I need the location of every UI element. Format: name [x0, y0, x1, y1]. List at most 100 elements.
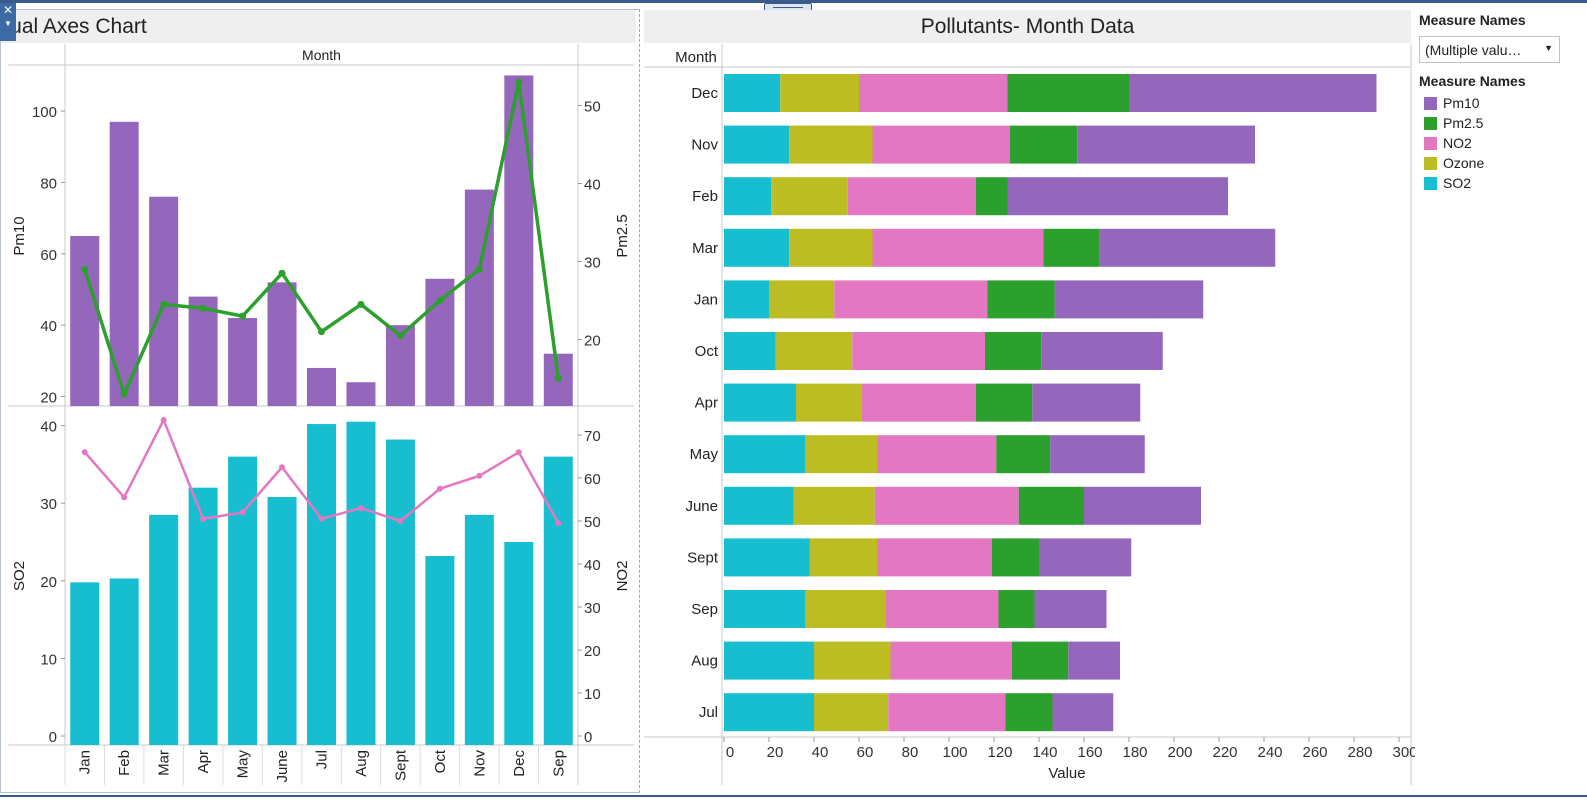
- point-pm2.5: [396, 332, 404, 340]
- bar-segment-ozone: [796, 383, 862, 422]
- point-no2: [160, 416, 167, 423]
- bar-pm10: [228, 318, 258, 406]
- bar-segment-ozone: [775, 332, 853, 370]
- category-label: Oct: [432, 749, 449, 773]
- left-axis-title: SO2: [11, 561, 28, 591]
- point-pm2.5: [318, 328, 325, 336]
- close-icon[interactable]: ✕ ▼: [0, 3, 16, 41]
- filter-title: Measure Names: [1419, 12, 1526, 28]
- legend-label: Pm10: [1443, 95, 1480, 111]
- month-label: Apr: [695, 395, 718, 412]
- x-tick-label: 180: [1122, 744, 1147, 761]
- dual-axes-panel: Dual Axes Chart: [0, 9, 640, 793]
- bar-so2: [464, 514, 494, 745]
- x-tick-label: 40: [812, 744, 829, 761]
- legend-swatch: [1424, 116, 1437, 130]
- right-tick-label: 40: [584, 557, 601, 574]
- bar-segment-so2: [724, 228, 790, 267]
- x-tick-label: 260: [1302, 744, 1327, 761]
- point-no2: [121, 494, 128, 501]
- bar-so2: [425, 555, 455, 745]
- bar-segment-no2: [886, 590, 999, 628]
- right-chart-title: Pollutants- Month Data: [920, 15, 1135, 38]
- month-label: Nov: [691, 137, 718, 154]
- legend-swatch: [1424, 156, 1437, 170]
- bar-segment-pm25: [1018, 486, 1084, 525]
- legend-swatch: [1424, 176, 1437, 190]
- x-tick-label: 80: [902, 744, 919, 761]
- left-tick-label: 20: [40, 390, 57, 407]
- point-no2: [318, 515, 325, 522]
- legend-swatch: [1424, 136, 1437, 150]
- month-label: Oct: [695, 343, 719, 360]
- legend-item[interactable]: Pm2.5: [1419, 113, 1587, 133]
- left-tick-label: 100: [32, 104, 57, 121]
- left-tick-label: 40: [40, 419, 57, 436]
- chevron-down-icon[interactable]: ▼: [1544, 43, 1553, 53]
- bar-segment-so2: [724, 332, 776, 370]
- legend-swatch: [1424, 96, 1437, 110]
- bar-segment-so2: [724, 486, 794, 525]
- month-label: Jul: [699, 704, 718, 721]
- point-no2: [200, 515, 207, 522]
- bar-segment-no2: [874, 486, 1019, 525]
- month-label: Aug: [691, 653, 718, 670]
- left-tick-label: 20: [40, 574, 57, 591]
- category-label: Aug: [353, 750, 370, 777]
- point-pm2.5: [278, 269, 286, 277]
- legend-item[interactable]: Pm10: [1419, 93, 1587, 113]
- right-tick-label: 30: [584, 255, 601, 272]
- category-label: Sept: [392, 749, 409, 781]
- category-label: May: [235, 750, 252, 779]
- x-tick-label: 220: [1212, 744, 1237, 761]
- measure-filter-dropdown[interactable]: (Multiple valu… ▼: [1419, 36, 1560, 63]
- category-label: Sep: [550, 750, 567, 777]
- point-pm2.5: [436, 297, 444, 304]
- bar-segment-pm25: [1043, 228, 1100, 267]
- point-no2: [436, 485, 443, 492]
- bar-so2: [346, 421, 376, 745]
- point-pm2.5: [239, 312, 247, 320]
- bar-segment-no2: [877, 538, 992, 577]
- bar-pm10: [346, 382, 376, 406]
- bar-segment-pm25: [991, 538, 1039, 577]
- category-label: Feb: [116, 750, 133, 776]
- month-label: Mar: [692, 240, 718, 257]
- bar-segment-pm10: [1099, 228, 1276, 267]
- category-label: June: [274, 750, 291, 783]
- bar-segment-pm25: [985, 332, 1042, 370]
- x-tick-label: 240: [1257, 744, 1282, 761]
- point-no2: [357, 505, 364, 512]
- stacked-bar-chart: Month Dec Nov Feb Mar Jan Oct Apr May June Sept Sep…: [644, 44, 1415, 785]
- bar-segment-no2: [859, 74, 1008, 112]
- bar-segment-no2: [888, 693, 1006, 732]
- month-header: Month: [302, 47, 341, 63]
- legend-label: SO2: [1443, 175, 1472, 191]
- legend-item[interactable]: NO2: [1419, 133, 1587, 153]
- bar-segment-ozone: [814, 693, 889, 732]
- bar-segment-pm10: [1068, 641, 1120, 680]
- bar-segment-pm10: [1077, 125, 1255, 164]
- category-label: Nov: [471, 750, 488, 777]
- left-title-bar: Dual Axes Chart: [0, 10, 636, 43]
- legend-title: Measure Names: [1419, 73, 1526, 89]
- point-pm2.5: [475, 265, 483, 273]
- point-no2: [279, 464, 286, 471]
- bar-segment-so2: [724, 74, 781, 112]
- right-tick-label: 0: [584, 729, 592, 746]
- legend-item[interactable]: SO2: [1419, 173, 1587, 193]
- point-pm2.5: [120, 390, 128, 398]
- bar-segment-pm25: [976, 177, 1008, 216]
- right-tick-label: 50: [584, 514, 601, 531]
- bar-segment-ozone: [789, 125, 873, 164]
- y-axis-title: Month: [675, 49, 717, 66]
- bar-segment-pm10: [1084, 486, 1201, 525]
- right-tick-label: 60: [584, 471, 601, 488]
- legend-label: Ozone: [1443, 155, 1485, 171]
- x-tick-label: 100: [942, 744, 967, 761]
- bar-so2: [267, 496, 297, 745]
- bar-pm10: [307, 367, 336, 406]
- legend-item[interactable]: Ozone: [1419, 153, 1587, 173]
- bar-so2: [228, 456, 258, 745]
- bar-pm10: [70, 235, 100, 406]
